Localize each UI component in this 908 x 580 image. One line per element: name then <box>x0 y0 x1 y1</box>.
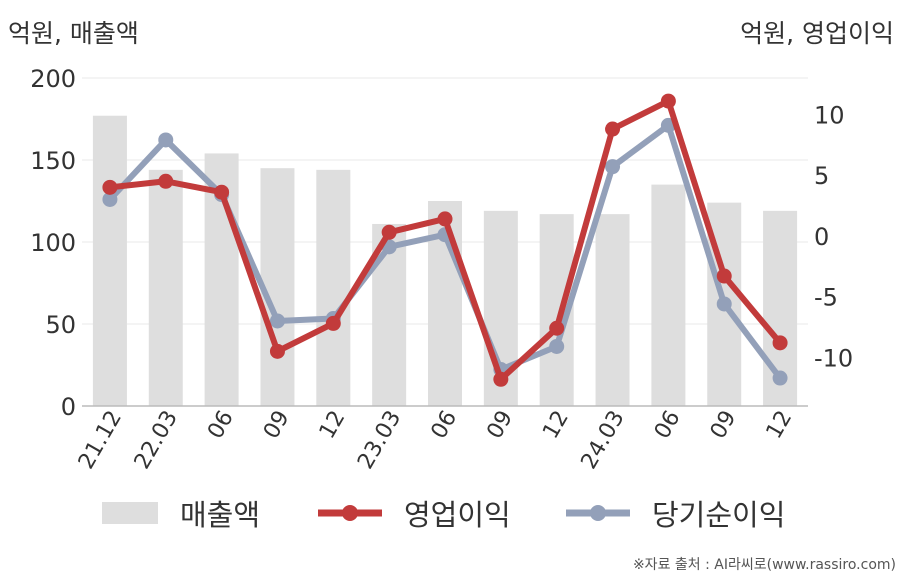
legend-bar-swatch <box>102 502 158 524</box>
point-operating-profit <box>214 184 230 200</box>
point-net-income <box>716 296 732 312</box>
point-operating-profit <box>325 315 341 331</box>
legend-line-swatch-net <box>566 505 630 521</box>
point-operating-profit <box>437 211 453 227</box>
bar-revenue <box>148 169 183 406</box>
right-tick-label: 10 <box>814 101 845 129</box>
right-tick-label: -5 <box>814 284 838 312</box>
x-tick-label: 06 <box>427 407 463 444</box>
point-operating-profit <box>605 121 621 137</box>
x-tick-label: 09 <box>259 407 295 444</box>
left-tick-label: 50 <box>45 311 76 339</box>
point-operating-profit <box>102 179 118 195</box>
legend-label-revenue: 매출액 <box>180 498 261 532</box>
point-net-income <box>772 370 788 386</box>
left-tick-label: 200 <box>30 65 76 93</box>
x-tick-label: 12 <box>538 407 574 444</box>
point-net-income <box>102 191 118 207</box>
legend-label-operating-profit: 영업이익 <box>404 498 511 532</box>
point-net-income <box>269 313 285 329</box>
x-tick-label: 22.03 <box>130 407 183 474</box>
right-tick-label: -10 <box>814 344 853 372</box>
data-source: ※자료 출처 : AI라씨로(www.rassiro.com) <box>632 557 896 573</box>
x-tick-label: 12 <box>315 407 351 444</box>
bar-revenue <box>595 214 630 406</box>
x-tick-label: 09 <box>482 407 518 444</box>
x-tick-label: 24.03 <box>577 407 630 474</box>
x-tick-label: 06 <box>650 407 686 444</box>
bar-revenue <box>260 168 295 406</box>
right-tick-label: 5 <box>814 162 829 190</box>
left-tick-label: 150 <box>30 147 76 175</box>
point-operating-profit <box>772 335 788 351</box>
point-net-income <box>158 132 174 148</box>
left-tick-label: 0 <box>61 393 76 421</box>
point-operating-profit <box>158 173 174 189</box>
right-axis-unit: 억원, 영업이익 <box>740 19 894 48</box>
left-axis-unit: 억원, 매출액 <box>8 19 139 48</box>
right-tick-label: 0 <box>814 223 829 251</box>
x-tick-label: 12 <box>762 407 798 444</box>
point-operating-profit <box>716 268 732 284</box>
bar-revenue <box>651 184 686 406</box>
legend-label-net-income: 당기순이익 <box>652 498 786 532</box>
legend: 매출액 영업이익 당기순이익 <box>0 493 908 533</box>
legend-item-net-income: 당기순이익 <box>566 493 785 533</box>
x-tick-label: 09 <box>706 407 742 444</box>
legend-item-operating-profit: 영업이익 <box>318 493 511 533</box>
point-operating-profit <box>549 320 565 336</box>
point-operating-profit <box>493 371 509 387</box>
x-tick-label: 23.03 <box>353 407 406 474</box>
point-operating-profit <box>381 224 397 240</box>
x-tick-label: 21.12 <box>74 407 127 474</box>
x-tick-label: 06 <box>203 407 239 444</box>
point-operating-profit <box>269 343 285 359</box>
point-operating-profit <box>660 93 676 109</box>
point-net-income <box>605 159 621 175</box>
bar-revenue <box>92 115 127 406</box>
point-net-income <box>549 338 565 354</box>
legend-line-swatch-op <box>318 505 382 521</box>
bar-revenue <box>316 169 351 406</box>
legend-item-revenue: 매출액 <box>102 493 260 533</box>
left-tick-label: 100 <box>30 229 76 257</box>
